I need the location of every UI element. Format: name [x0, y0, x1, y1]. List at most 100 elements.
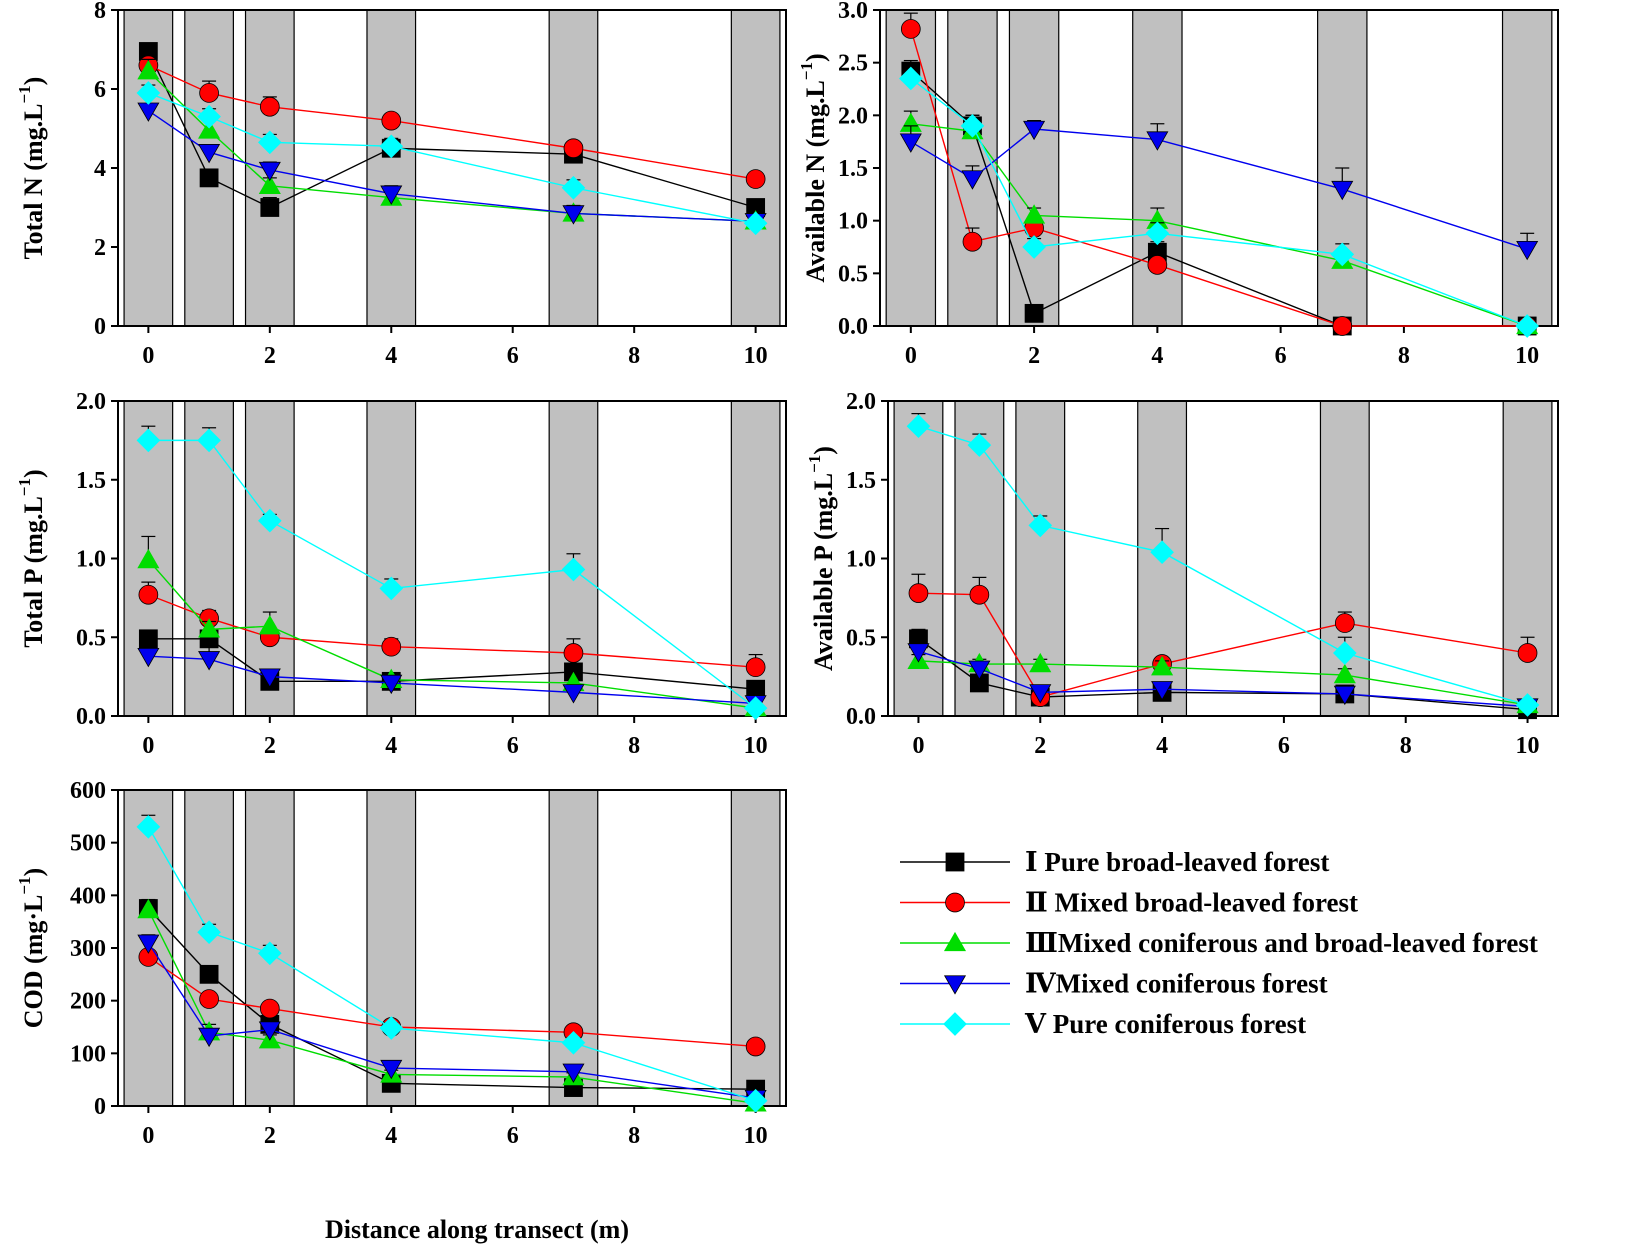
y-tick-label: 1.0 — [838, 209, 868, 235]
series-line — [147, 942, 756, 1099]
data-point — [197, 920, 221, 945]
y-tick-label: 1.0 — [846, 547, 876, 573]
data-point — [380, 185, 403, 205]
x-tick-label: 4 — [1156, 733, 1168, 759]
series-line — [147, 559, 756, 709]
legend-label: Ⅴ Pure coniferous forest — [1024, 1009, 1306, 1039]
data-point — [259, 998, 280, 1019]
data-point — [1334, 613, 1355, 633]
data-point — [379, 1016, 404, 1040]
y-axis-title: Total N (mg.L−1) — [15, 77, 48, 260]
data-point — [962, 231, 983, 252]
legend-item-mixed-broad-leaved-forest: Ⅱ Mixed broad-leaved forest — [900, 888, 1358, 918]
data-point — [198, 119, 221, 139]
data-point — [1333, 641, 1357, 665]
data-point — [136, 81, 161, 105]
shaded-band — [366, 400, 417, 717]
x-tick-label: 6 — [507, 343, 519, 369]
series-line — [147, 956, 756, 1048]
data-point — [138, 629, 158, 649]
panel-total-p: 0.0 0.5 1.0 1.5 2.0 0 2 4 6 8 10 Total P (mg.L−1) — [15, 389, 787, 759]
x-tick-label: 10 — [1516, 733, 1540, 759]
data-point — [745, 657, 766, 678]
legend: Ⅰ Pure broad-leaved forest Ⅱ Mixed broad-… — [900, 847, 1538, 1039]
legend-item-mixed-coniferous-and-broad-leaved-forest: ⅢMixed coniferous and broad-leaved fores… — [900, 928, 1538, 958]
data-point — [381, 110, 402, 131]
series-line — [910, 70, 1528, 327]
x-tick-label: 6 — [507, 1123, 519, 1149]
data-point — [198, 618, 221, 638]
data-point — [745, 169, 766, 189]
data-point — [1331, 180, 1354, 201]
y-tick-label: 1.0 — [76, 547, 106, 573]
x-tick-label: 10 — [744, 1123, 768, 1149]
data-point — [899, 133, 922, 153]
y-tick-label: 300 — [70, 936, 106, 962]
data-point — [906, 414, 931, 439]
series-line — [910, 77, 1528, 327]
x-tick-label: 8 — [628, 1123, 640, 1149]
data-point — [198, 651, 221, 671]
shaded-band — [1132, 9, 1183, 327]
x-tick-label: 10 — [1515, 343, 1539, 369]
data-point — [137, 647, 160, 668]
data-point — [960, 114, 985, 138]
x-tick-label: 8 — [1398, 343, 1410, 369]
data-point — [562, 205, 585, 225]
series-line — [918, 638, 1528, 711]
panel-available-n: 0.0 0.5 1.0 1.5 2.0 2.5 3.0 0 2 4 6 8 10 Available N … — [797, 0, 1559, 369]
data-point — [380, 1059, 403, 1080]
legend-label: ⅣMixed coniferous forest — [1025, 969, 1328, 999]
series-line — [148, 64, 756, 180]
data-point — [381, 636, 402, 657]
data-point — [260, 198, 280, 217]
y-tick-label: 3.0 — [838, 0, 868, 24]
x-tick-label: 2 — [264, 733, 276, 759]
series-line — [910, 123, 1528, 327]
x-tick-label: 0 — [142, 1123, 154, 1149]
data-point — [199, 83, 219, 103]
data-point — [199, 989, 219, 1009]
x-tick-label: 4 — [385, 343, 397, 369]
series-line — [147, 110, 756, 223]
data-point — [1028, 513, 1053, 538]
data-point — [258, 668, 281, 688]
data-point — [1333, 663, 1356, 684]
panels: 0 2 4 6 8 0 2 4 6 8 10 Total N (mg.L−1) 0.0 0.5 1.0 1.5… — [15, 0, 1559, 1149]
series-line — [918, 660, 1528, 706]
x-tick-label: 0 — [905, 343, 917, 369]
data-point — [258, 615, 281, 635]
legend-marker — [943, 975, 967, 995]
shaded-band — [366, 789, 417, 1107]
data-point — [561, 557, 586, 582]
data-point — [199, 964, 219, 984]
data-point — [197, 428, 221, 453]
legend-item-pure-broad-leaved-forest: Ⅰ Pure broad-leaved forest — [900, 847, 1329, 877]
y-axis-title: Total P (mg.L−1) — [15, 469, 48, 647]
x-tick-label: 8 — [1400, 733, 1412, 759]
y-tick-label: 0.5 — [846, 625, 876, 651]
series-mixed-broad-leaved-forest — [138, 55, 766, 189]
x-tick-label: 6 — [1275, 343, 1287, 369]
x-tick-label: 2 — [264, 1123, 276, 1149]
data-point — [562, 1063, 585, 1083]
data-point — [563, 643, 584, 663]
data-point — [969, 584, 990, 605]
data-point — [258, 941, 282, 966]
y-tick-label: 8 — [94, 0, 106, 24]
shaded-band — [184, 9, 234, 327]
panel-cod: 0 100 200 300 400 500 600 0 2 4 6 8 10 COD (mg·L−1) — [15, 778, 787, 1149]
y-tick-label: 0 — [94, 314, 106, 340]
data-point — [136, 815, 161, 839]
shaded-band — [548, 789, 599, 1107]
series-line — [918, 592, 1528, 698]
shaded-band — [1502, 400, 1553, 717]
x-tick-label: 2 — [1034, 733, 1046, 759]
y-tick-label: 2.0 — [76, 389, 106, 415]
y-axis-title: COD (mg·L−1) — [15, 868, 48, 1028]
data-point — [1333, 685, 1356, 706]
series-mixed-coniferous-forest — [137, 102, 767, 233]
data-point — [743, 211, 768, 236]
y-tick-label: 600 — [70, 778, 106, 804]
